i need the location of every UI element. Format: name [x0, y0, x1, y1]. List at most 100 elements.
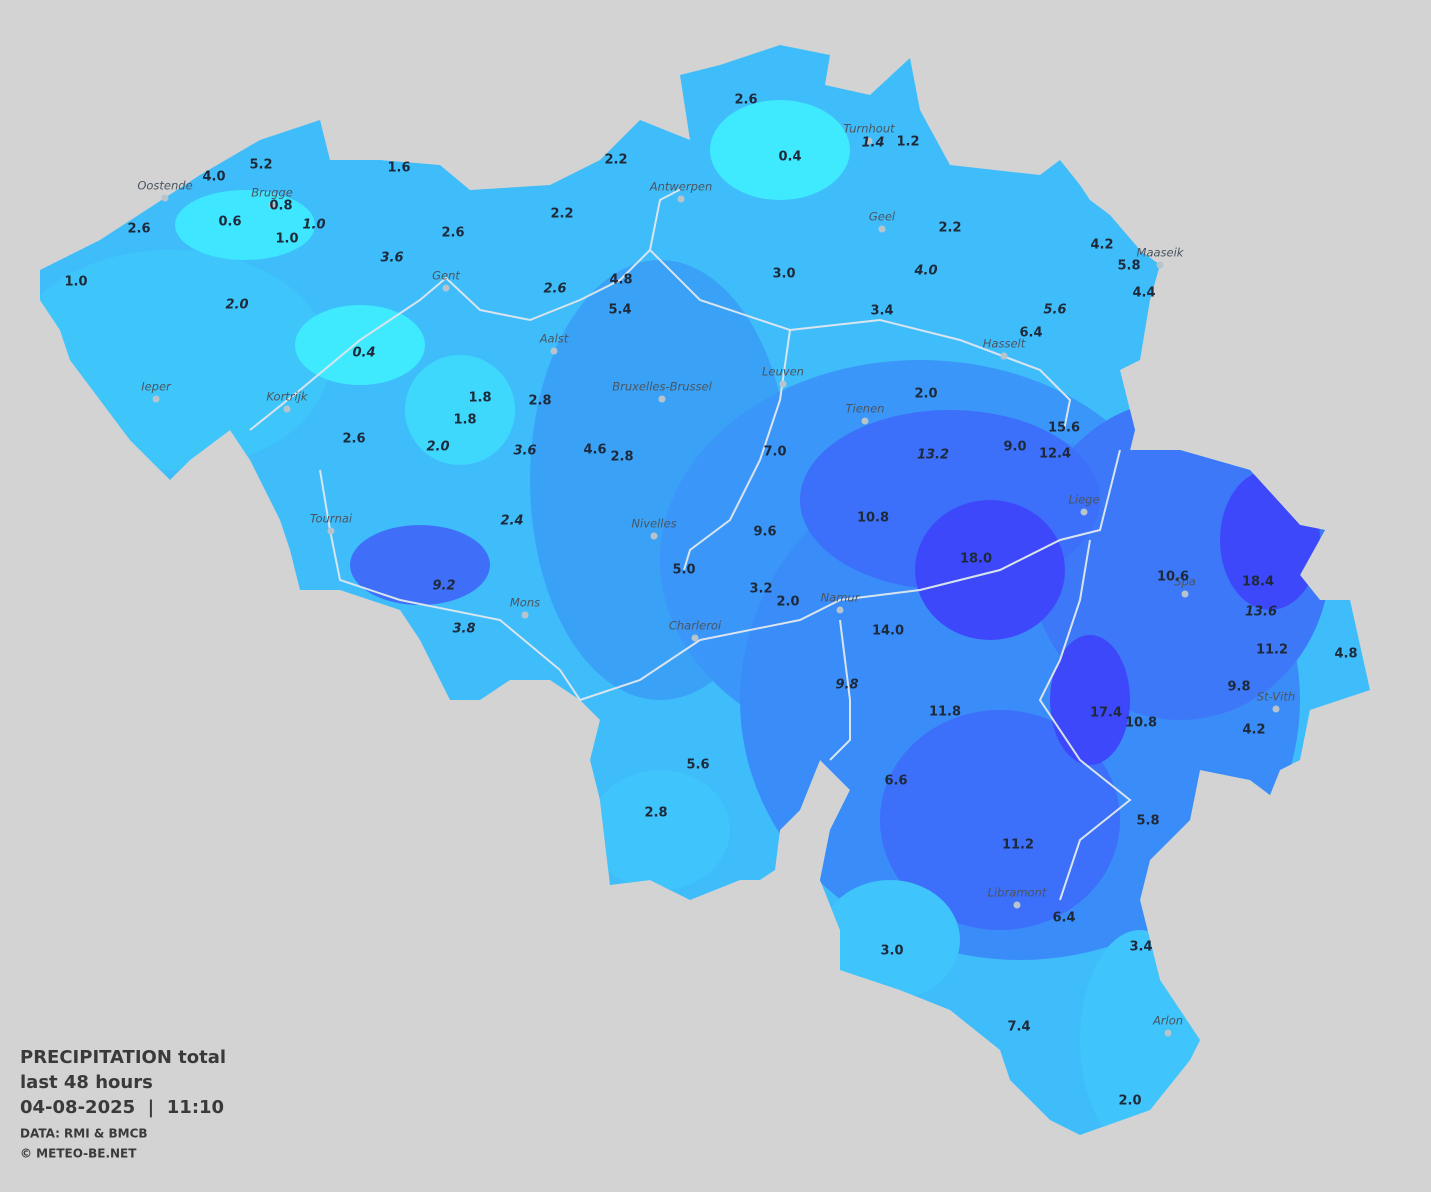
- station-value: 2.6: [441, 226, 464, 241]
- station-value: 5.0: [672, 563, 695, 578]
- legend-timestamp: 04-08-2025 | 11:10: [20, 1097, 224, 1118]
- city-label: Leuven: [762, 365, 804, 379]
- city-dot: [1164, 1029, 1172, 1037]
- station-value: 5.2: [249, 158, 272, 173]
- station-value: 4.4: [1132, 286, 1155, 301]
- station-value: 5.8: [1136, 814, 1159, 829]
- station-value: 2.8: [610, 450, 633, 465]
- station-value: 4.0: [202, 170, 225, 185]
- station-value: 12.4: [1039, 447, 1071, 462]
- city-label: Gent: [432, 269, 460, 283]
- station-value: 13.6: [1245, 605, 1277, 620]
- city-dot: [550, 347, 558, 355]
- station-value: 4.0: [913, 264, 937, 279]
- city-dot: [878, 225, 886, 233]
- city-dot: [836, 606, 844, 614]
- city-dot: [1156, 261, 1164, 269]
- station-value: 1.6: [387, 161, 410, 176]
- city-label: Charleroi: [669, 619, 722, 633]
- city-dot: [283, 405, 291, 413]
- station-value: 3.4: [1129, 940, 1152, 955]
- city-label: Maaseik: [1137, 246, 1185, 260]
- station-value: 4.6: [583, 443, 606, 458]
- station-value: 2.8: [644, 806, 667, 821]
- station-value: 0.4: [778, 150, 801, 165]
- city-label: Liege: [1068, 493, 1099, 507]
- city-label: Spa: [1174, 575, 1196, 589]
- station-value: 2.6: [127, 222, 150, 237]
- city-dot: [861, 417, 869, 425]
- city-dot: [865, 137, 873, 145]
- city-dot: [442, 284, 450, 292]
- station-value: 1.8: [453, 413, 476, 428]
- legend-source: DATA: RMI & BMCB: [20, 1127, 148, 1141]
- station-value: 4.2: [1090, 238, 1113, 253]
- city-label: Hasselt: [983, 337, 1026, 351]
- station-value: 9.8: [1227, 680, 1250, 695]
- station-value: 3.6: [380, 251, 403, 266]
- rivers: [249, 188, 1132, 901]
- city-label: Mons: [510, 596, 540, 610]
- station-value: 10.6: [1157, 570, 1189, 585]
- station-value: 1.4: [861, 136, 884, 151]
- city-label: Kortrijk: [266, 390, 309, 404]
- city-dot: [1080, 508, 1088, 516]
- station-value: 1.2: [896, 135, 919, 150]
- city-dot: [327, 527, 335, 535]
- city-label: Bruxelles-Brussel: [612, 380, 712, 394]
- station-value: 2.0: [914, 387, 937, 402]
- station-value: 11.8: [929, 705, 961, 720]
- station-value: 5.6: [1043, 303, 1066, 318]
- station-value: 6.6: [884, 774, 907, 789]
- station-value: 9.6: [753, 525, 776, 540]
- station-value: 9.2: [432, 579, 455, 594]
- station-value: 2.6: [734, 93, 757, 108]
- station-value: 4.2: [1242, 723, 1265, 738]
- station-value: 14.0: [872, 624, 904, 639]
- station-value: 1.0: [302, 218, 325, 233]
- city-label: Geel: [869, 210, 896, 224]
- city-label: Aalst: [539, 332, 569, 346]
- city-dot: [677, 195, 685, 203]
- station-value: 2.2: [604, 153, 627, 168]
- station-value: 9.8: [835, 678, 858, 693]
- station-value: 2.0: [225, 298, 248, 313]
- station-value: 15.6: [1048, 421, 1080, 436]
- station-value: 10.8: [857, 511, 889, 526]
- station-value: 6.4: [1052, 911, 1075, 926]
- city-dot: [1272, 705, 1280, 713]
- station-value: 0.6: [218, 215, 241, 230]
- city-label: Namur: [821, 591, 861, 605]
- city-label: St-Vith: [1257, 690, 1295, 704]
- legend-period: last 48 hours: [20, 1072, 153, 1093]
- station-value: 0.8: [269, 199, 292, 214]
- city-dot: [521, 611, 529, 619]
- station-value: 18.0: [960, 552, 992, 567]
- station-value: 3.6: [513, 444, 536, 459]
- station-value: 2.0: [426, 440, 449, 455]
- station-value: 13.2: [917, 448, 949, 463]
- station-value: 18.4: [1242, 575, 1274, 590]
- station-value: 2.6: [543, 282, 566, 297]
- city-label: Oostende: [137, 179, 192, 193]
- station-value: 2.2: [550, 207, 573, 222]
- station-value: 17.4: [1090, 706, 1122, 721]
- station-value: 3.0: [772, 267, 795, 282]
- city-label: Libramont: [988, 886, 1047, 900]
- station-value: 0.4: [352, 346, 375, 361]
- station-value: 1.0: [64, 275, 87, 290]
- station-value: 1.8: [468, 391, 491, 406]
- station-value: 2.2: [938, 221, 961, 236]
- station-value: 2.8: [528, 394, 551, 409]
- station-value: 11.2: [1256, 643, 1288, 658]
- station-value: 1.0: [275, 232, 298, 247]
- station-value: 7.0: [763, 445, 786, 460]
- station-value: 2.0: [776, 595, 799, 610]
- station-value: 3.4: [870, 304, 893, 319]
- station-value: 5.4: [608, 303, 631, 318]
- city-label: Tournai: [310, 512, 353, 526]
- station-value: 3.2: [749, 582, 772, 597]
- legend-title: PRECIPITATION total: [20, 1047, 226, 1068]
